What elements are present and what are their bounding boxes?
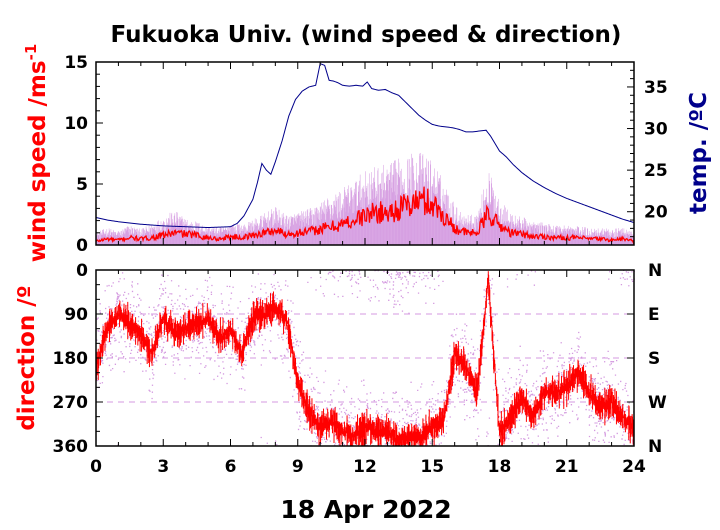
chart-title: Fukuoka Univ. (wind speed & direction) (111, 22, 622, 48)
wind-direction-trace (95, 271, 635, 446)
hour-tick-label: 6 (225, 457, 237, 477)
direction-tick-label: 360 (53, 437, 89, 457)
hour-tick-label: 15 (420, 457, 444, 477)
speed-tick-label: 0 (76, 236, 88, 256)
speed-tick-label: 15 (64, 53, 88, 73)
speed-tick-label: 10 (64, 114, 88, 134)
date-axis-label: 18 Apr 2022 (280, 495, 451, 524)
direction-axis-label: direction /º (14, 285, 40, 430)
wind-speed-axis-label: wind speed /ms-1 (22, 44, 51, 263)
hour-tick-label: 21 (555, 457, 579, 477)
temperature-axis-label: temp. /ºC (686, 92, 712, 214)
hour-tick-label: 24 (622, 457, 646, 477)
wind-direction-plot: 0 3 6 9 12 15 18 21 24 0 90 180 270 360 N E S W N (53, 261, 668, 477)
temperature-tick-label: 35 (644, 78, 668, 98)
compass-tick-label: N (648, 261, 662, 281)
direction-tick-label: 90 (64, 305, 88, 325)
temperature-tick-label: 25 (644, 161, 668, 181)
wind-speed-axis-superscript: -1 (22, 44, 40, 61)
hour-tick-label: 18 (488, 457, 512, 477)
compass-tick-label: N (648, 437, 662, 457)
temperature-tick-label: 30 (644, 120, 668, 140)
temperature-tick-label: 20 (644, 203, 668, 223)
hour-tick-label: 3 (157, 457, 169, 477)
hour-tick-label: 12 (353, 457, 377, 477)
direction-tick-label: 0 (76, 261, 88, 281)
wind-speed-line (95, 186, 635, 245)
compass-tick-label: W (648, 393, 667, 413)
direction-tick-label: 180 (53, 349, 89, 369)
direction-tick-label: 270 (53, 393, 89, 413)
temperature-line (95, 62, 635, 229)
hour-tick-label: 9 (292, 457, 304, 477)
gust-speed-trace (95, 152, 635, 245)
speed-tick-label: 5 (76, 175, 88, 195)
compass-tick-label: E (648, 305, 660, 325)
wind-speed-temperature-plot: 0 5 10 15 20 25 30 35 (64, 53, 668, 256)
hour-tick-label: 0 (90, 457, 102, 477)
compass-tick-label: S (648, 349, 660, 369)
